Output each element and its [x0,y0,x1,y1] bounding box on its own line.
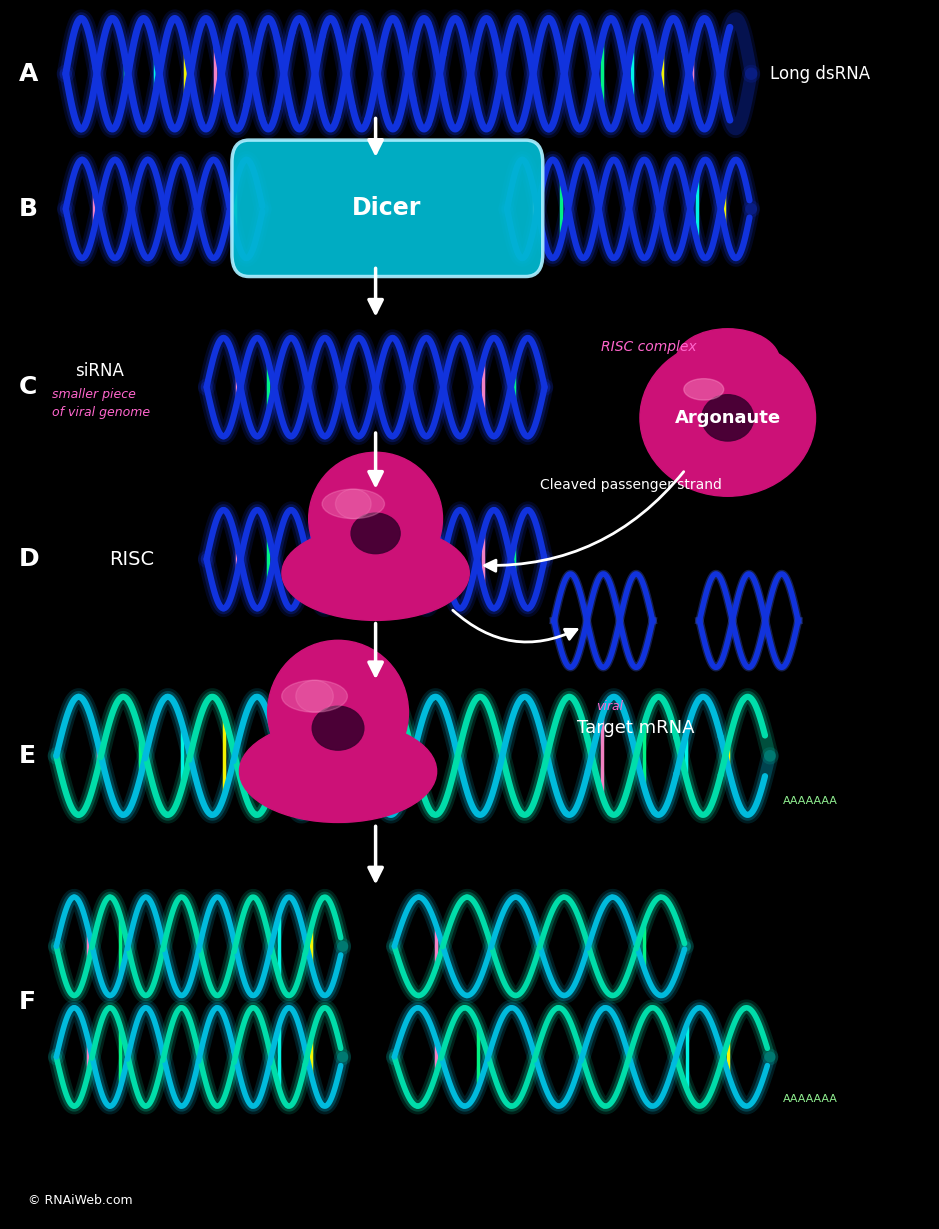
Ellipse shape [296,681,333,713]
Ellipse shape [335,489,371,519]
Ellipse shape [322,489,385,519]
Ellipse shape [640,339,816,497]
Ellipse shape [312,707,364,750]
Text: AAAAAAA: AAAAAAA [783,1094,838,1104]
Text: of viral genome: of viral genome [52,407,149,419]
Text: Cleaved passenger strand: Cleaved passenger strand [540,478,722,493]
Ellipse shape [701,395,754,441]
Text: © RNAiWeb.com: © RNAiWeb.com [28,1193,132,1207]
Text: AAAAAAA: AAAAAAA [783,796,838,806]
Text: D: D [19,547,39,571]
Text: Dicer: Dicer [352,195,422,220]
Text: Long dsRNA: Long dsRNA [770,65,870,82]
Ellipse shape [282,526,470,621]
Text: smaller piece: smaller piece [52,388,135,401]
Text: RISC complex: RISC complex [601,339,697,354]
Text: Target mRNA: Target mRNA [577,719,695,736]
Ellipse shape [676,328,779,393]
Text: Argonaute: Argonaute [674,409,781,426]
Text: viral: viral [596,701,623,713]
Ellipse shape [268,640,408,784]
Text: F: F [19,989,36,1014]
Ellipse shape [309,452,442,585]
Text: E: E [19,744,36,768]
Text: B: B [19,197,38,221]
Text: C: C [19,375,38,399]
Ellipse shape [351,514,400,553]
Ellipse shape [239,720,437,822]
Text: siRNA: siRNA [75,363,124,380]
Ellipse shape [684,379,724,401]
Text: A: A [19,61,38,86]
Ellipse shape [282,681,347,713]
Text: RISC: RISC [109,549,154,569]
FancyBboxPatch shape [232,140,543,277]
